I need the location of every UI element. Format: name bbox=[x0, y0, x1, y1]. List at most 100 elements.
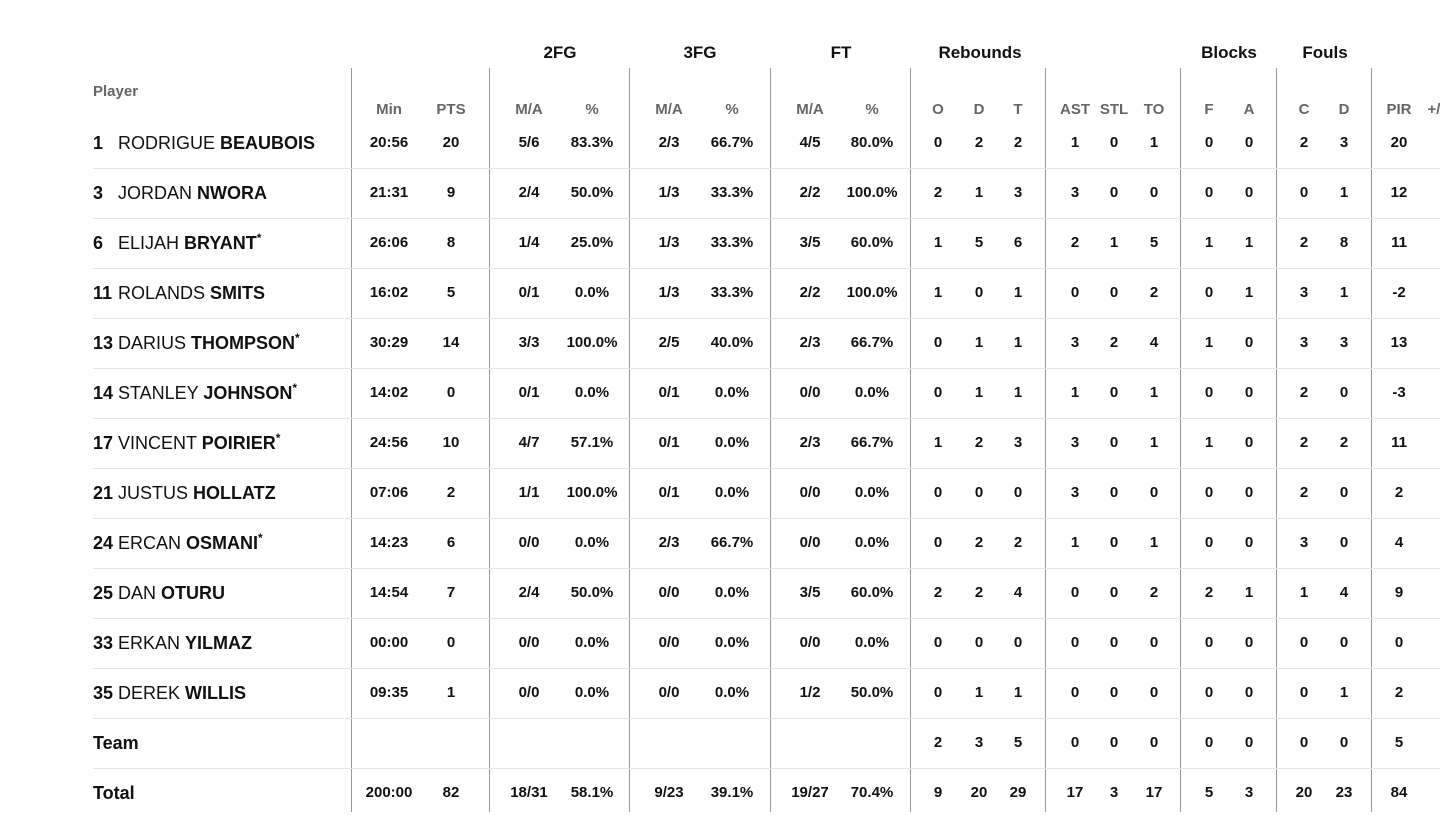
row-divider bbox=[93, 718, 1440, 719]
cell-ft-pct: 0.0% bbox=[854, 534, 890, 551]
cell-ft-ma: 0/0 bbox=[799, 634, 821, 651]
cell-fg2-pct: 100.0% bbox=[566, 484, 618, 501]
cell-fg3-pct: 40.0% bbox=[710, 334, 754, 351]
column-header-pts: PTS bbox=[436, 101, 466, 118]
player-first-name: DAN bbox=[118, 583, 157, 603]
cell-pir: -2 bbox=[1392, 284, 1406, 301]
cell-ast: 1 bbox=[1070, 534, 1080, 551]
cell-blk-a: 0 bbox=[1244, 684, 1254, 701]
cell-ft-ma: 2/3 bbox=[799, 334, 821, 351]
cell-blk-a: 0 bbox=[1244, 734, 1254, 751]
cell-fg2-ma: 4/7 bbox=[518, 434, 540, 451]
cell-fls-d: 3 bbox=[1339, 334, 1349, 351]
cell-min: 00:00 bbox=[369, 634, 409, 651]
cell-stl: 0 bbox=[1109, 684, 1119, 701]
cell-ft-pct: 0.0% bbox=[854, 484, 890, 501]
cell-min: 14:54 bbox=[369, 584, 409, 601]
cell-reb-t: 2 bbox=[1013, 134, 1023, 151]
player-name-link[interactable]: ELIJAH BRYANT* bbox=[118, 218, 261, 268]
player-name-link[interactable]: RODRIGUE BEAUBOIS bbox=[118, 118, 315, 168]
cell-ft-pct: 60.0% bbox=[850, 584, 894, 601]
player-name-link[interactable]: JORDAN NWORA bbox=[118, 168, 267, 218]
cell-min: 200:00 bbox=[365, 784, 413, 801]
player-name-link[interactable]: JUSTUS HOLLATZ bbox=[118, 468, 276, 518]
player-name-link[interactable]: ERCAN OSMANI* bbox=[118, 518, 263, 568]
player-name-link[interactable]: STANLEY JOHNSON* bbox=[118, 368, 297, 418]
total-label: Total bbox=[93, 783, 135, 803]
column-header-reb-o: O bbox=[932, 101, 944, 118]
cell-blk-a: 0 bbox=[1244, 634, 1254, 651]
cell-fg2-pct: 100.0% bbox=[566, 334, 618, 351]
cell-reb-t: 29 bbox=[1009, 784, 1027, 801]
cell-fls-c: 0 bbox=[1299, 734, 1309, 751]
player-name-link[interactable]: ERKAN YILMAZ bbox=[118, 618, 252, 668]
cell-fg2-ma: 3/3 bbox=[518, 334, 540, 351]
player-number: 13 bbox=[93, 333, 114, 353]
cell-fg3-ma: 0/1 bbox=[658, 434, 680, 451]
cell-pir: 13 bbox=[1390, 334, 1408, 351]
table-row: 13 DARIUS THOMPSON* 30:29 14 3/3 100.0% 2/5 40.… bbox=[0, 318, 1440, 368]
column-divider bbox=[910, 68, 911, 812]
cell-fls-c: 20 bbox=[1295, 784, 1313, 801]
column-header-ast: AST bbox=[1060, 101, 1090, 118]
cell-pts: 9 bbox=[446, 184, 456, 201]
cell-reb-o: 0 bbox=[933, 634, 943, 651]
cell-fls-c: 2 bbox=[1299, 384, 1309, 401]
row-divider bbox=[93, 418, 1440, 419]
table-row: 14 STANLEY JOHNSON* 14:02 0 0/1 0.0% 0/1 0.0% 0/… bbox=[0, 368, 1440, 418]
player-name-link[interactable]: DARIUS THOMPSON* bbox=[118, 318, 300, 368]
cell-to: 1 bbox=[1149, 134, 1159, 151]
cell-reb-o: 0 bbox=[933, 334, 943, 351]
player-number: 11 bbox=[93, 283, 113, 303]
player-name-link[interactable]: VINCENT POIRIER* bbox=[118, 418, 280, 468]
player-last-name: NWORA bbox=[197, 183, 268, 203]
cell-fls-d: 1 bbox=[1339, 684, 1349, 701]
group-header-fouls: Fouls bbox=[1302, 43, 1348, 62]
player-name-link[interactable]: DAN OTURU bbox=[118, 568, 225, 618]
cell-reb-d: 20 bbox=[970, 784, 988, 801]
cell-ft-ma: 2/2 bbox=[799, 184, 821, 201]
cell-pts: 7 bbox=[446, 584, 456, 601]
cell-ft-pct: 100.0% bbox=[846, 284, 898, 301]
cell-fg2-pct: 0.0% bbox=[574, 284, 610, 301]
cell-stl: 0 bbox=[1109, 184, 1119, 201]
cell-pts: 20 bbox=[442, 134, 460, 151]
cell-to: 0 bbox=[1149, 184, 1159, 201]
cell-blk-f: 1 bbox=[1204, 434, 1214, 451]
column-divider bbox=[629, 68, 630, 812]
group-header-2fg: 2FG bbox=[543, 43, 577, 62]
cell-ft-ma: 19/27 bbox=[791, 784, 829, 801]
cell-ast: 17 bbox=[1066, 784, 1084, 801]
cell-fls-c: 3 bbox=[1299, 284, 1309, 301]
cell-ft-ma: 2/3 bbox=[799, 434, 821, 451]
player-last-name: THOMPSON bbox=[191, 333, 296, 353]
cell-pir: 11 bbox=[1391, 234, 1407, 251]
cell-fg2-ma: 0/0 bbox=[518, 534, 540, 551]
cell-stl: 2 bbox=[1109, 334, 1119, 351]
player-name-link[interactable]: ROLANDS SMITS bbox=[118, 268, 265, 318]
cell-fg3-pct: 33.3% bbox=[710, 284, 754, 301]
column-header-to: TO bbox=[1143, 101, 1165, 118]
cell-fg2-pct: 58.1% bbox=[570, 784, 614, 801]
cell-ft-ma: 4/5 bbox=[799, 134, 821, 151]
row-divider bbox=[93, 268, 1440, 269]
column-header-player: Player bbox=[93, 83, 139, 100]
table-row: 1 RODRIGUE BEAUBOIS 20:56 20 5/6 83.3% 2/3 66.7… bbox=[0, 118, 1440, 168]
cell-reb-d: 3 bbox=[974, 734, 984, 751]
player-number: 21 bbox=[93, 483, 114, 503]
cell-reb-d: 1 bbox=[974, 384, 984, 401]
cell-fg3-pct: 0.0% bbox=[714, 484, 750, 501]
cell-fg2-pct: 50.0% bbox=[570, 584, 614, 601]
cell-reb-o: 0 bbox=[933, 384, 943, 401]
cell-min: 30:29 bbox=[369, 334, 409, 351]
cell-ft-ma: 0/0 bbox=[799, 484, 821, 501]
cell-fls-d: 2 bbox=[1339, 434, 1349, 451]
cell-pir: 4 bbox=[1394, 534, 1404, 551]
cell-ft-pct: 66.7% bbox=[850, 334, 894, 351]
cell-blk-a: 1 bbox=[1244, 284, 1254, 301]
cell-stl: 0 bbox=[1109, 534, 1119, 551]
player-number: 33 bbox=[93, 633, 114, 653]
player-name-link[interactable]: DEREK WILLIS bbox=[118, 668, 246, 718]
column-header-pir: PIR bbox=[1386, 101, 1412, 118]
cell-fg2-ma: 1/1 bbox=[518, 484, 540, 501]
